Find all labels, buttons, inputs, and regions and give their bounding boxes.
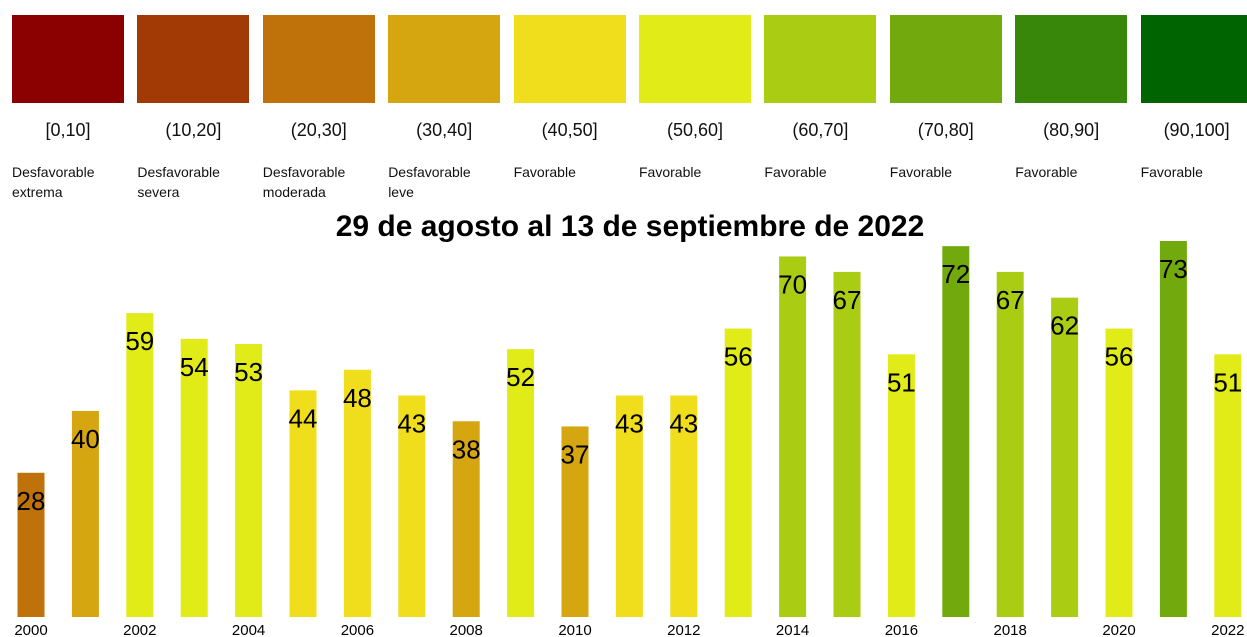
bar [670, 395, 698, 617]
legend-label: Favorable [889, 164, 953, 180]
x-tick-label: 2004 [232, 622, 265, 637]
x-tick-label: 2022 [1211, 622, 1244, 637]
bar [887, 354, 915, 617]
x-tick-label: 2010 [558, 622, 591, 637]
value-label: 73 [1159, 254, 1188, 284]
value-label: 53 [234, 357, 263, 387]
value-label: 67 [833, 285, 862, 315]
value-label: 44 [289, 403, 318, 433]
legend-swatch [388, 15, 501, 103]
bar [180, 338, 208, 617]
bar [561, 426, 589, 617]
legend-label: Desfavorable moderada [262, 164, 346, 200]
legend-swatch [262, 15, 375, 103]
value-label: 62 [1050, 311, 1079, 341]
bar [289, 390, 317, 617]
value-label: 51 [1213, 367, 1242, 397]
bar [942, 246, 970, 617]
x-tick-label: 2016 [885, 622, 918, 637]
value-label: 28 [17, 486, 46, 516]
value-label: 67 [996, 285, 1025, 315]
value-label: 48 [343, 383, 372, 413]
value-label: 70 [778, 269, 807, 299]
value-label: 72 [941, 259, 970, 289]
bar [71, 410, 99, 617]
value-label: 38 [452, 434, 481, 464]
legend-range: (80,90] [1043, 120, 1100, 140]
chart-title: 29 de agosto al 13 de septiembre de 2022 [336, 210, 925, 243]
legend-label: Favorable [1015, 164, 1078, 180]
x-tick-label: 2002 [123, 622, 156, 637]
value-label: 59 [125, 326, 154, 356]
bar [615, 395, 643, 617]
value-label: 51 [887, 367, 916, 397]
x-tick-label: 2020 [1102, 622, 1135, 637]
bar [398, 395, 426, 617]
value-label: 43 [397, 409, 426, 439]
legend-label: Favorable [513, 164, 576, 180]
bar [343, 369, 371, 617]
bar [1159, 241, 1187, 617]
bar [1105, 328, 1133, 617]
legend-range: (90,100] [1163, 120, 1230, 140]
legend-range: (60,70] [792, 120, 849, 140]
legend-label: Desfavorable severa [137, 164, 220, 200]
bar [996, 271, 1024, 617]
legend-range: (20,30] [290, 120, 347, 140]
bar [17, 472, 45, 617]
value-label: 52 [506, 362, 535, 392]
legend-swatch [639, 15, 751, 103]
value-label: 43 [615, 409, 644, 439]
legend-swatch [137, 15, 250, 103]
value-label: 40 [71, 424, 100, 454]
value-label: 56 [1105, 342, 1134, 372]
legend-label: Desfavorable leve [388, 164, 471, 200]
legend-swatch [1140, 15, 1247, 103]
value-label: 54 [180, 352, 209, 382]
legend-label: Favorable [764, 164, 827, 180]
bar [235, 344, 263, 617]
legend-swatch [1015, 15, 1128, 103]
legend-range: (40,50] [541, 120, 598, 140]
legend-swatch [889, 15, 1002, 103]
legend-label: Favorable [1140, 164, 1203, 180]
value-label: 56 [724, 342, 753, 372]
value-label: 43 [669, 409, 698, 439]
legend-range: (30,40] [416, 120, 473, 140]
legend-range: (50,60] [666, 120, 724, 140]
x-tick-label: 2014 [776, 622, 809, 637]
x-tick-label: 2006 [341, 622, 374, 637]
x-tick-label: 2008 [450, 622, 483, 637]
legend-label: Favorable [639, 164, 702, 180]
x-tick-label: 2012 [667, 622, 700, 637]
bar [1051, 297, 1079, 617]
bar [1214, 354, 1242, 617]
bar [724, 328, 752, 617]
legend-swatch [12, 15, 124, 103]
x-tick-label: 2018 [994, 622, 1027, 637]
legend-range: [0,10] [45, 120, 91, 140]
legend-range: (10,20] [165, 120, 222, 140]
bar [507, 349, 535, 617]
x-tick-label: 2000 [14, 622, 47, 637]
bar [833, 271, 861, 617]
bar [779, 256, 807, 617]
bar [126, 313, 154, 617]
value-label: 37 [561, 439, 590, 469]
legend-range: (70,80] [917, 120, 974, 140]
legend-label: Desfavorable extrema [12, 164, 95, 200]
legend-swatch [513, 15, 626, 103]
bar [452, 421, 480, 617]
legend-swatch [764, 15, 877, 103]
